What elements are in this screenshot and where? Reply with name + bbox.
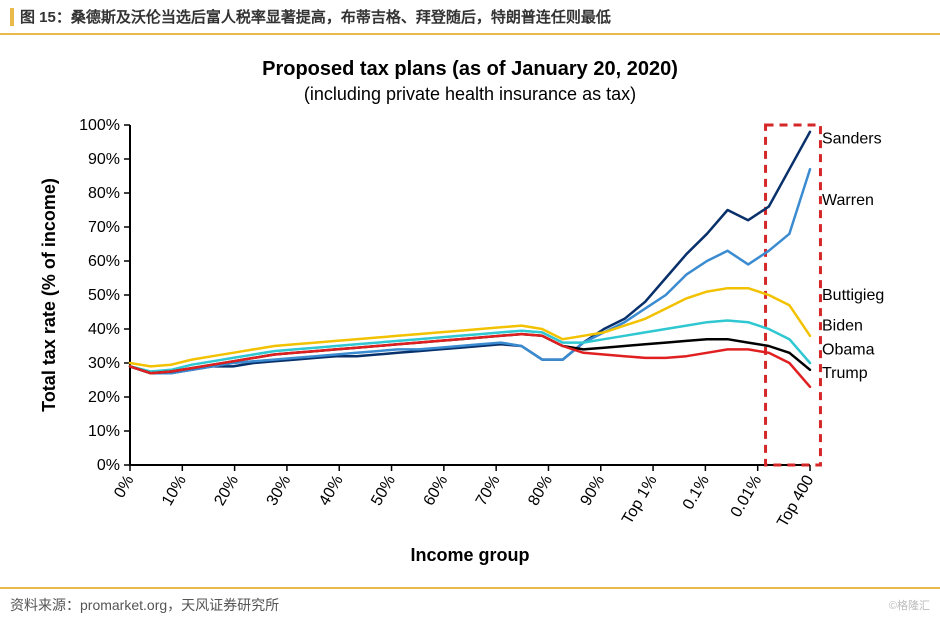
svg-text:Total tax rate (% of income): Total tax rate (% of income) xyxy=(39,178,59,412)
footer-bar: 资料来源：promarket.org，天风证券研究所 ©格隆汇 xyxy=(0,587,940,621)
svg-text:60%: 60% xyxy=(421,473,452,509)
svg-text:0%: 0% xyxy=(97,457,120,474)
svg-text:60%: 60% xyxy=(88,253,120,270)
watermark: ©格隆汇 xyxy=(889,597,930,613)
chart-area: Proposed tax plans (as of January 20, 20… xyxy=(0,35,940,580)
svg-text:Top 400: Top 400 xyxy=(774,472,817,530)
svg-text:80%: 80% xyxy=(88,185,120,202)
svg-text:Top 1%: Top 1% xyxy=(619,473,660,528)
svg-text:20%: 20% xyxy=(88,389,120,406)
svg-text:0%: 0% xyxy=(111,473,137,502)
svg-text:70%: 70% xyxy=(473,473,504,509)
svg-text:Income group: Income group xyxy=(410,545,529,565)
svg-text:50%: 50% xyxy=(88,287,120,304)
svg-text:10%: 10% xyxy=(88,423,120,440)
svg-text:70%: 70% xyxy=(88,219,120,236)
source-text: 资料来源：promarket.org，天风证券研究所 xyxy=(10,595,279,615)
header-bar: 图 15：桑德斯及沃伦当选后富人税率显著提高，布蒂吉格、拜登随后，特朗普连任则最… xyxy=(0,0,940,35)
svg-text:40%: 40% xyxy=(316,473,347,509)
svg-text:20%: 20% xyxy=(211,473,242,509)
svg-text:100%: 100% xyxy=(79,117,120,134)
svg-text:Proposed tax plans (as of Janu: Proposed tax plans (as of January 20, 20… xyxy=(262,58,678,80)
figure-title: 图 15：桑德斯及沃伦当选后富人税率显著提高，布蒂吉格、拜登随后，特朗普连任则最… xyxy=(20,6,611,27)
header-accent xyxy=(10,8,14,26)
svg-text:Buttigieg: Buttigieg xyxy=(822,287,884,304)
svg-text:40%: 40% xyxy=(88,321,120,338)
svg-text:Trump: Trump xyxy=(822,365,868,382)
svg-text:Obama: Obama xyxy=(822,341,875,358)
svg-text:90%: 90% xyxy=(577,473,608,509)
svg-text:30%: 30% xyxy=(88,355,120,372)
svg-text:90%: 90% xyxy=(88,151,120,168)
svg-text:Biden: Biden xyxy=(822,318,863,335)
svg-text:Warren: Warren xyxy=(822,192,874,209)
svg-text:(including private health insu: (including private health insurance as t… xyxy=(304,84,636,104)
svg-text:30%: 30% xyxy=(264,473,295,509)
svg-text:80%: 80% xyxy=(525,473,556,509)
svg-text:Sanders: Sanders xyxy=(822,131,882,148)
figure-container: 图 15：桑德斯及沃伦当选后富人税率显著提高，布蒂吉格、拜登随后，特朗普连任则最… xyxy=(0,0,940,621)
svg-text:50%: 50% xyxy=(368,473,399,509)
chart-svg: Proposed tax plans (as of January 20, 20… xyxy=(20,45,920,575)
svg-text:0.01%: 0.01% xyxy=(728,473,765,521)
svg-text:0.1%: 0.1% xyxy=(680,473,713,513)
svg-text:10%: 10% xyxy=(159,473,190,509)
